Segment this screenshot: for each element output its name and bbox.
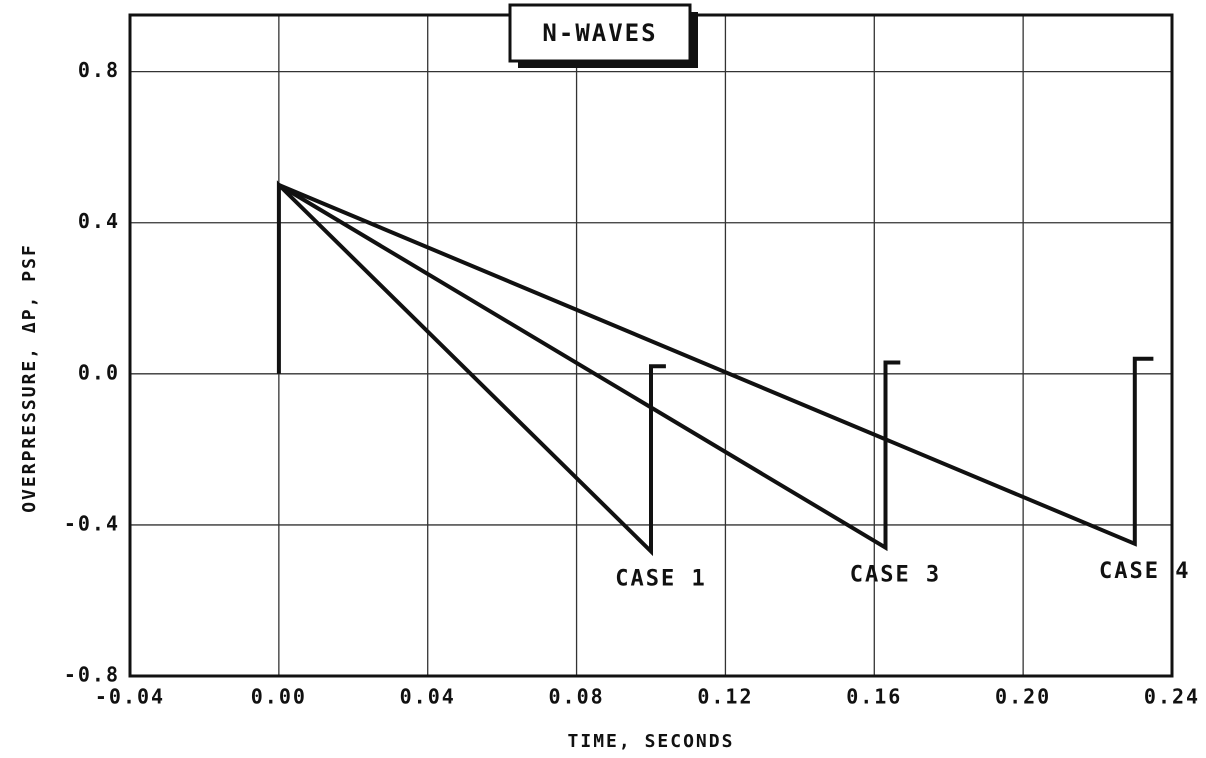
title-box xyxy=(508,3,692,63)
series-label: CASE 4 xyxy=(1099,559,1190,584)
y-tick-label: -0.4 xyxy=(64,511,120,535)
x-tick-label: 0.08 xyxy=(548,685,604,709)
x-tick-label: 0.20 xyxy=(995,685,1051,709)
series-line xyxy=(278,183,1154,547)
series-line xyxy=(277,183,901,552)
x-tick-label: 0.12 xyxy=(697,685,753,709)
chart-title: N-WAVES xyxy=(542,19,657,47)
y-tick-label: 0.8 xyxy=(78,58,120,82)
series-line xyxy=(276,180,666,557)
series-label: CASE 1 xyxy=(615,566,706,591)
series-label: CASE 3 xyxy=(850,563,941,588)
y-tick-label: -0.8 xyxy=(64,663,120,687)
y-tick-label: 0.0 xyxy=(78,360,120,384)
y-axis-label: OVERPRESSURE, ΔP, PSF xyxy=(19,243,40,513)
x-tick-label: 0.04 xyxy=(400,685,456,709)
x-tick-label: 0.00 xyxy=(251,685,307,709)
x-tick-label: -0.04 xyxy=(95,685,165,709)
x-tick-label: 0.24 xyxy=(1144,685,1200,709)
x-axis-label: TIME, SECONDS xyxy=(568,731,735,752)
x-tick-label: 0.16 xyxy=(846,685,902,709)
curves xyxy=(276,180,1154,557)
y-tick-label: 0.4 xyxy=(78,209,120,233)
